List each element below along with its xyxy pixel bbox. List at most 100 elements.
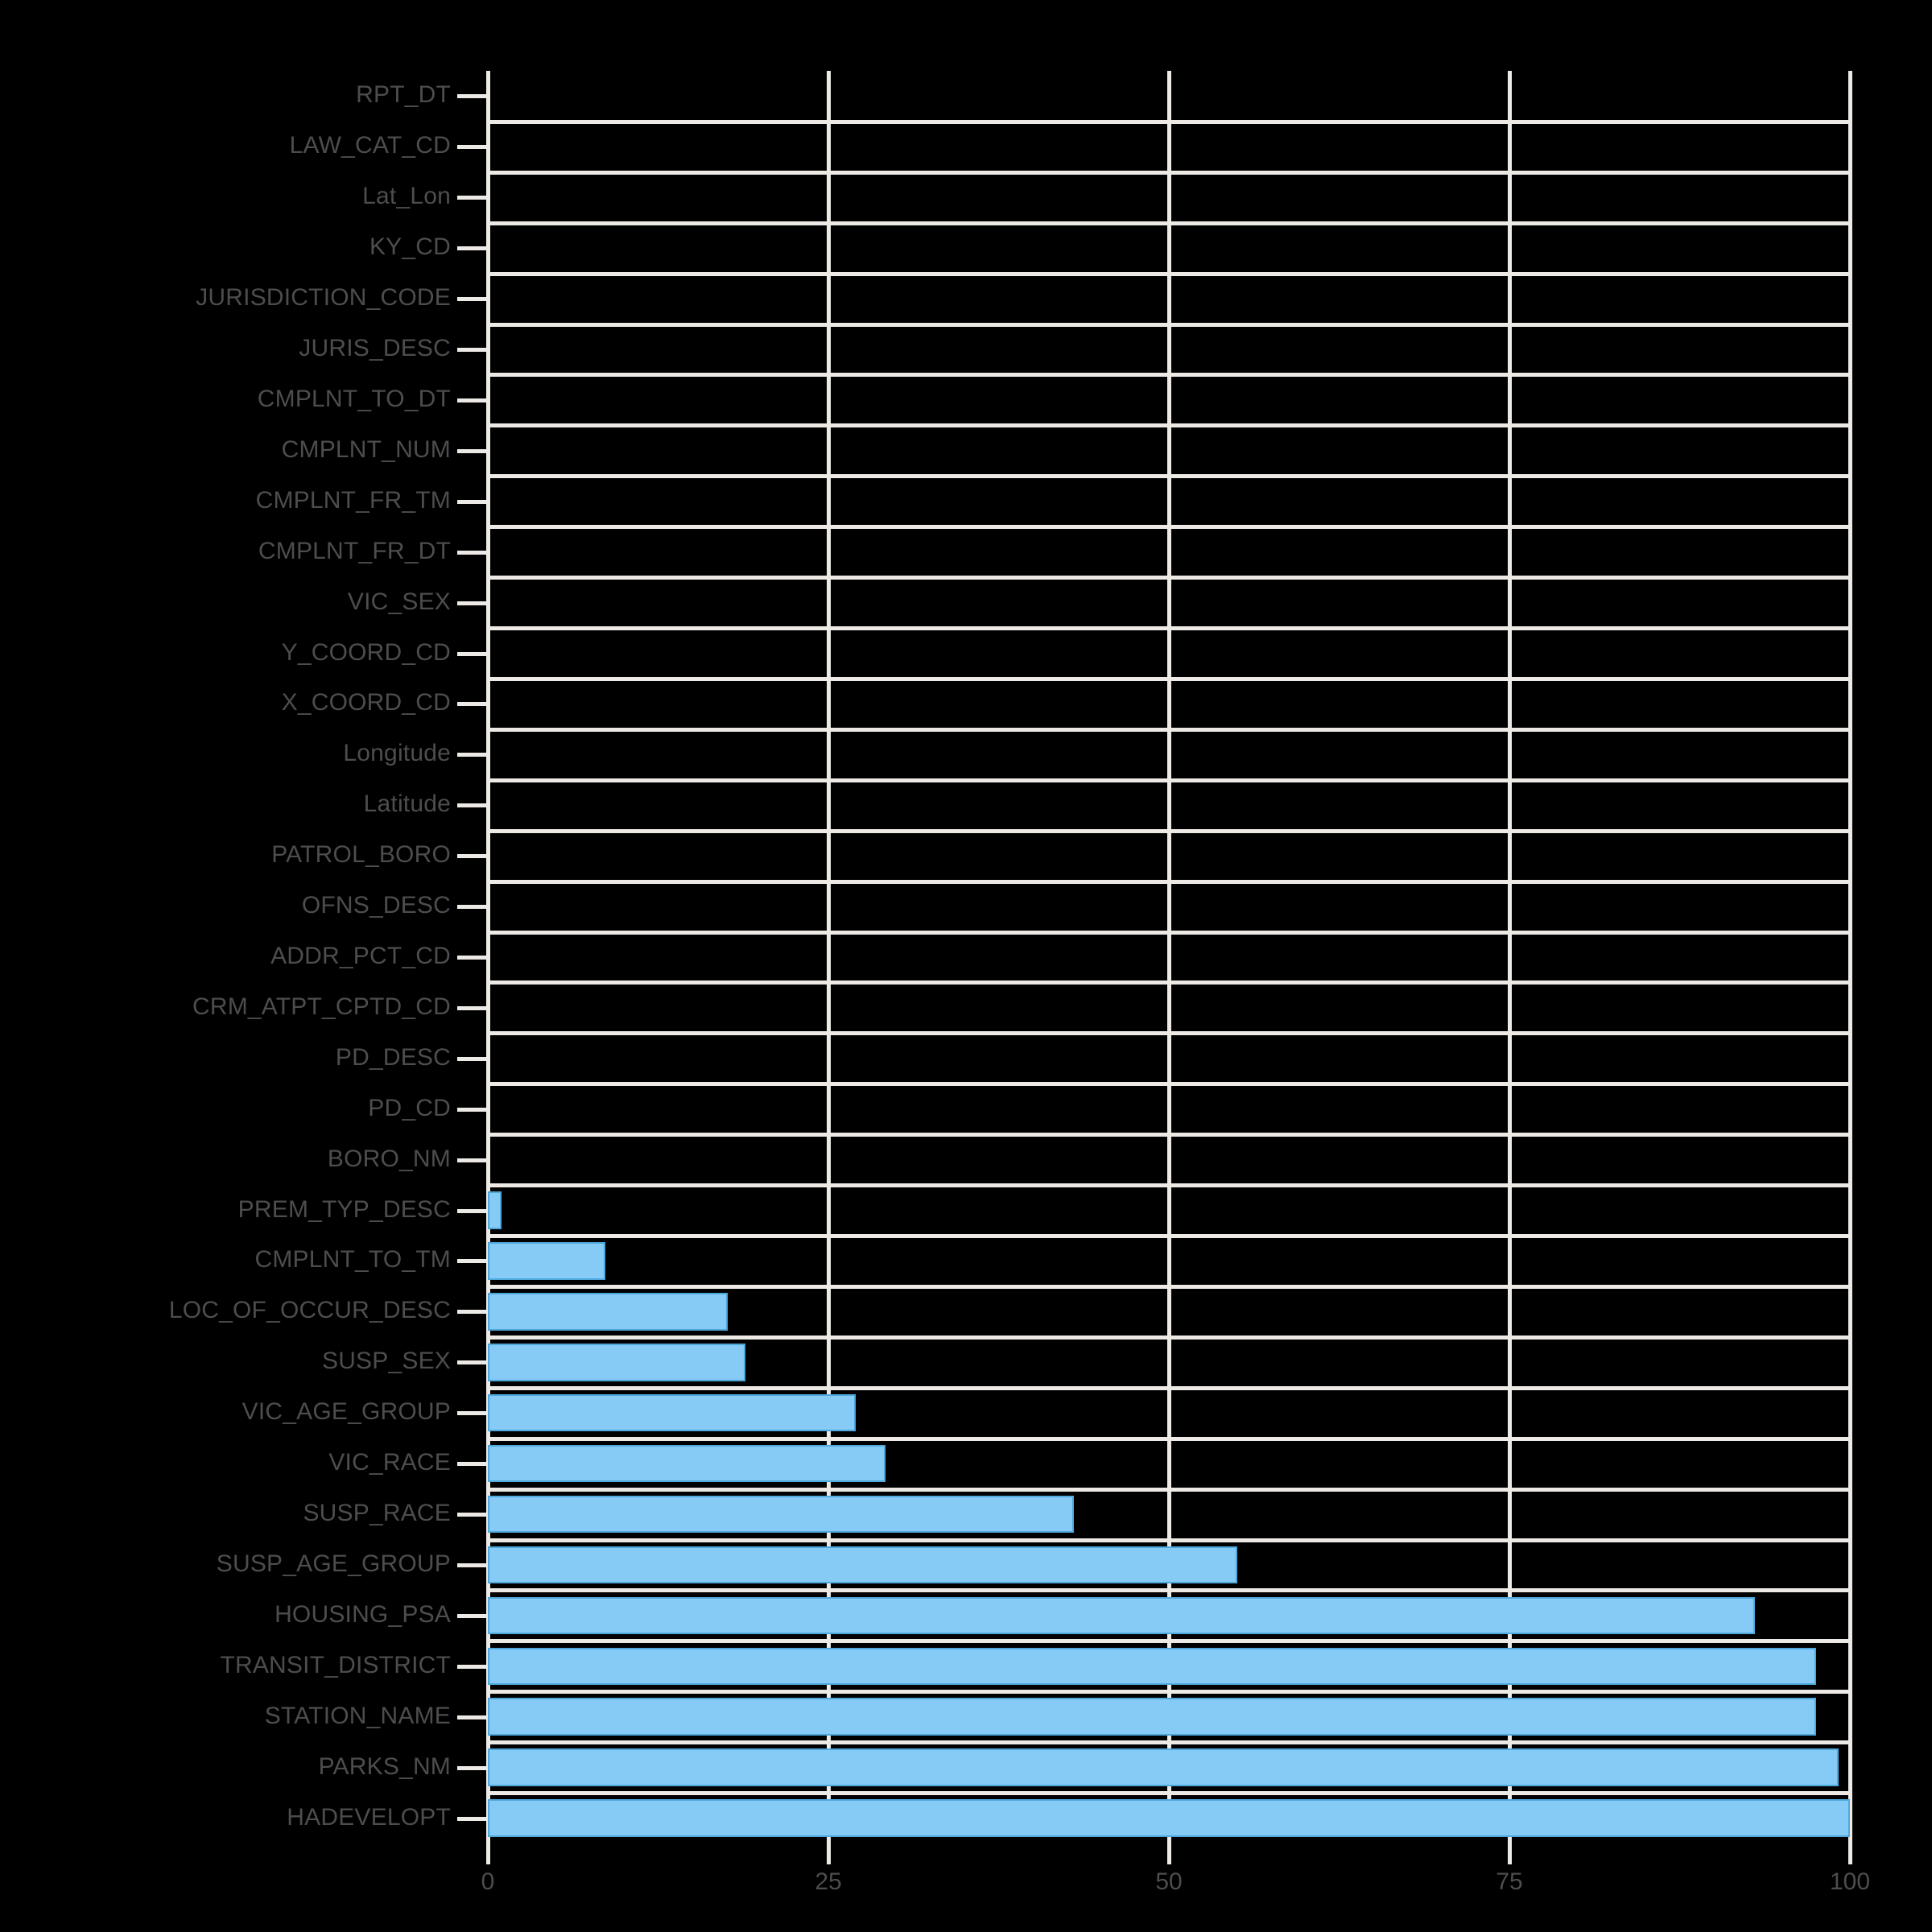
y-tick-mark — [457, 1613, 488, 1618]
bar-series — [488, 71, 1850, 1843]
gridline-vertical — [827, 71, 831, 1843]
x-tick-mark — [1848, 1843, 1852, 1864]
y-tick-label: CMPLNT_FR_DT — [258, 537, 451, 564]
y-tick-mark — [457, 753, 488, 758]
y-tick-label: PREM_TYP_DESC — [237, 1195, 451, 1223]
y-tick-label: OFNS_DESC — [301, 892, 451, 919]
y-tick-mark — [457, 94, 488, 99]
bar — [488, 1293, 728, 1331]
y-tick-label: X_COORD_CD — [281, 689, 451, 716]
y-tick-mark — [457, 601, 488, 605]
y-tick-mark — [457, 1513, 488, 1517]
y-tick-mark — [457, 145, 488, 150]
y-tick-label: VIC_RACE — [328, 1449, 451, 1476]
y-tick-label: CRM_ATPT_CPTD_CD — [192, 993, 451, 1020]
bar — [488, 1799, 1850, 1837]
y-tick-mark — [457, 702, 488, 707]
bar — [488, 1546, 1237, 1584]
y-tick-mark — [457, 1259, 488, 1264]
y-tick-mark — [457, 956, 488, 960]
y-tick-label: RPT_DT — [356, 81, 451, 109]
gridline-vertical — [1848, 71, 1852, 1843]
y-tick-mark — [457, 1664, 488, 1669]
y-tick-label: TRANSIT_DISTRICT — [220, 1651, 451, 1678]
y-tick-label: Lat_Lon — [362, 183, 451, 210]
y-tick-label: Y_COORD_CD — [281, 638, 451, 666]
bar — [488, 1344, 745, 1381]
x-tick-mark — [1167, 1843, 1171, 1864]
y-tick-mark — [457, 398, 488, 402]
y-tick-label: SUSP_AGE_GROUP — [216, 1550, 451, 1577]
y-tick-mark — [457, 1208, 488, 1213]
y-tick-label: CMPLNT_TO_TM — [254, 1246, 451, 1274]
y-tick-mark — [457, 348, 488, 353]
y-tick-mark — [457, 1005, 488, 1010]
y-tick-mark — [457, 651, 488, 656]
y-tick-label: PATROL_BORO — [271, 841, 451, 869]
y-tick-mark — [457, 297, 488, 302]
y-tick-label: CMPLNT_TO_DT — [257, 385, 451, 412]
bar — [488, 1698, 1816, 1736]
y-tick-mark — [457, 1765, 488, 1770]
y-tick-mark — [457, 246, 488, 251]
y-tick-mark — [457, 196, 488, 200]
y-tick-label: SUSP_RACE — [303, 1500, 451, 1527]
bar — [488, 1242, 605, 1280]
gridline-vertical — [1167, 71, 1171, 1843]
x-tick-mark — [1508, 1843, 1512, 1864]
y-tick-mark — [457, 499, 488, 504]
y-axis-labels: RPT_DT LAW_CAT_CD Lat_Lon KY_CD JURISDICTION… — [0, 71, 488, 1843]
y-tick-label: HOUSING_PSA — [275, 1600, 451, 1628]
y-tick-label: PD_DESC — [335, 1043, 451, 1071]
bar — [488, 1444, 886, 1483]
y-tick-label: LOC_OF_OCCUR_DESC — [168, 1297, 451, 1324]
y-tick-mark — [457, 905, 488, 910]
bar — [488, 1647, 1816, 1686]
y-tick-mark — [457, 803, 488, 808]
bar — [488, 1191, 502, 1229]
y-tick-label: PD_CD — [368, 1094, 451, 1121]
y-tick-mark — [457, 1462, 488, 1467]
y-tick-label: SUSP_SEX — [321, 1348, 451, 1375]
x-tick-label: 0 — [481, 1868, 495, 1895]
y-tick-label: JURISDICTION_CODE — [196, 284, 451, 312]
x-tick-mark — [827, 1843, 831, 1864]
y-tick-label: Longitude — [343, 740, 451, 767]
x-tick-label: 75 — [1496, 1868, 1523, 1895]
y-tick-label: LAW_CAT_CD — [289, 132, 451, 159]
y-tick-label: KY_CD — [369, 233, 451, 261]
y-tick-label: JURIS_DESC — [299, 335, 451, 362]
y-tick-mark — [457, 1158, 488, 1162]
y-tick-mark — [457, 1563, 488, 1567]
x-tick-mark — [486, 1843, 490, 1864]
y-tick-label: VIC_SEX — [347, 588, 451, 615]
y-tick-mark — [457, 1360, 488, 1365]
y-tick-mark — [457, 1107, 488, 1112]
bar — [488, 1495, 1074, 1534]
bar — [488, 1393, 856, 1432]
y-tick-label: CMPLNT_FR_TM — [255, 486, 451, 514]
plot-area — [486, 71, 1852, 1843]
y-tick-mark — [457, 1056, 488, 1061]
x-tick-label: 100 — [1829, 1868, 1871, 1895]
bar — [488, 1596, 1755, 1635]
gridline-vertical — [486, 71, 490, 1843]
x-tick-label: 50 — [1155, 1868, 1183, 1895]
y-tick-label: CMPLNT_NUM — [281, 436, 451, 463]
bar — [488, 1748, 1839, 1786]
y-tick-label: BORO_NM — [327, 1145, 451, 1172]
y-tick-mark — [457, 550, 488, 555]
y-tick-label: PARKS_NM — [318, 1752, 451, 1780]
y-tick-label: STATION_NAME — [264, 1702, 451, 1729]
y-tick-mark — [457, 1310, 488, 1315]
y-tick-mark — [457, 1411, 488, 1416]
y-tick-mark — [457, 1715, 488, 1719]
y-tick-mark — [457, 448, 488, 453]
x-tick-label: 25 — [815, 1868, 842, 1895]
gridline-vertical — [1508, 71, 1512, 1843]
y-tick-mark — [457, 1816, 488, 1821]
y-tick-mark — [457, 854, 488, 859]
y-tick-label: HADEVELOPT — [287, 1803, 451, 1831]
y-tick-label: ADDR_PCT_CD — [270, 943, 451, 969]
